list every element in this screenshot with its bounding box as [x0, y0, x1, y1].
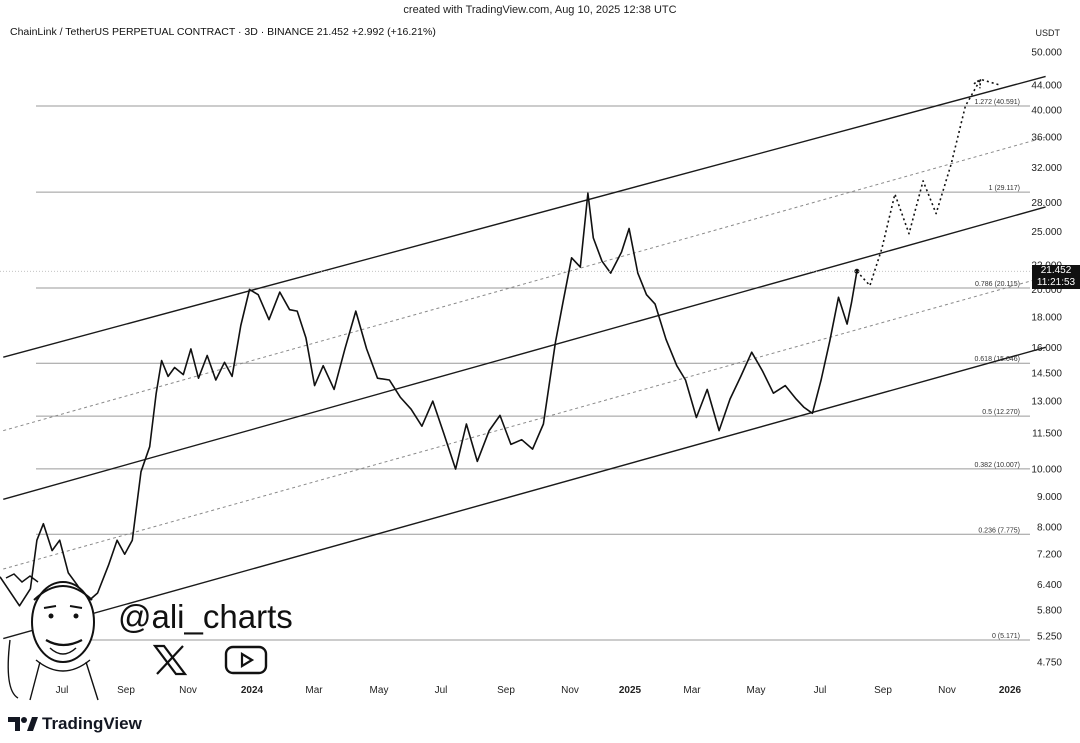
social-icons: [152, 644, 268, 676]
youtube-logo-icon: [224, 645, 268, 675]
y-axis-unit: USDT: [1036, 28, 1061, 38]
fib-levels: 1.272 (40.591) 1 (29.117) 0.786 (20.115) 0.…: [36, 99, 1030, 641]
caricature-avatar: [5, 573, 99, 701]
y-tick-label-3: 36.000: [1031, 133, 1062, 144]
fib-level-label-6: 0.236 (7.775): [978, 527, 1020, 534]
y-tick-label-21: 4.750: [1037, 658, 1062, 669]
y-tick-label-13: 11.500: [1032, 428, 1062, 439]
fib-level-label-7: 0 (5.171): [992, 633, 1020, 640]
author-handle: @ali_charts: [118, 598, 293, 635]
y-axis: USDT 50.000 44.000 40.000 36.000 32.000 28.000…: [1031, 28, 1062, 669]
fib-level-label-0: 1.272 (40.591): [974, 99, 1020, 106]
y-tick-label-8: 20.000: [1031, 285, 1062, 296]
fib-level-label-1: 1 (29.117): [989, 185, 1020, 192]
channel-lines: [3, 75, 1046, 640]
y-tick-label-2: 40.000: [1031, 105, 1062, 116]
y-tick-label-18: 6.400: [1037, 580, 1062, 591]
tradingview-logo-icon: [8, 717, 38, 731]
y-tick-label-0: 50.000: [1031, 48, 1062, 59]
x-tick-label-13: Sep: [874, 685, 892, 696]
y-tick-label-12: 13.000: [1031, 397, 1062, 408]
fib-level-label-4: 0.5 (12.270): [982, 409, 1020, 416]
x-tick-label-8: Nov: [561, 685, 579, 696]
x-tick-label-10: Mar: [683, 685, 701, 696]
channel-line-2: [3, 206, 1046, 500]
fib-level-label-3: 0.618 (15.046): [974, 356, 1020, 363]
x-tick-label-15: 2026: [999, 685, 1022, 696]
channel-line-0: [3, 75, 1046, 358]
fib-level-label-2: 0.786 (20.115): [975, 281, 1020, 288]
x-tick-label-2: Nov: [179, 685, 197, 696]
channel-line-3: [3, 276, 1046, 570]
y-tick-label-16: 8.000: [1037, 522, 1062, 533]
y-tick-label-19: 5.800: [1037, 606, 1062, 617]
y-tick-label-10: 16.000: [1031, 343, 1062, 354]
x-tick-label-3: 2024: [241, 685, 264, 696]
x-tick-label-0: Jul: [56, 685, 69, 696]
symbol-header: ChainLink / TetherUS PERPETUAL CONTRACT …: [10, 26, 436, 38]
fib-level-label-5: 0.382 (10.007): [974, 462, 1020, 469]
y-tick-label-20: 5.250: [1037, 632, 1062, 643]
price-series: [0, 77, 1030, 607]
x-tick-label-11: May: [747, 685, 766, 696]
bar-countdown-badge: 11:21:53: [1032, 277, 1080, 289]
created-caption: created with TradingView.com, Aug 10, 20…: [403, 4, 677, 16]
y-tick-label-1: 44.000: [1031, 81, 1062, 92]
channel-line-4: [3, 346, 1046, 640]
price-line: [0, 192, 858, 607]
x-tick-label-6: Jul: [435, 685, 448, 696]
x-axis: Jul Sep Nov 2024 Mar May Jul Sep Nov 2025 Mar May Ju…: [56, 685, 1022, 696]
x-tick-label-1: Sep: [117, 685, 135, 696]
y-tick-label-17: 7.200: [1037, 550, 1062, 561]
x-tick-label-14: Nov: [938, 685, 956, 696]
y-tick-label-9: 18.000: [1031, 312, 1062, 323]
x-tick-label-4: Mar: [305, 685, 323, 696]
y-tick-label-14: 10.000: [1031, 465, 1062, 476]
y-tick-label-6: 25.000: [1031, 227, 1062, 238]
projection-arrowhead: [972, 77, 982, 89]
tradingview-wordmark: TradingView: [42, 714, 142, 733]
x-tick-label-12: Jul: [814, 685, 827, 696]
y-tick-label-15: 9.000: [1037, 492, 1062, 503]
x-tick-label-7: Sep: [497, 685, 515, 696]
last-price-badge: 21.452: [1032, 265, 1080, 277]
x-tick-label-5: May: [370, 685, 389, 696]
x-tick-label-9: 2025: [619, 685, 642, 696]
projection-path: [856, 78, 1001, 287]
tradingview-branding: TradingView: [8, 714, 142, 734]
y-tick-label-4: 32.000: [1031, 163, 1062, 174]
y-tick-label-11: 14.500: [1031, 368, 1062, 379]
x-logo-icon: [152, 644, 188, 676]
channel-line-1: [3, 136, 1046, 432]
y-tick-label-5: 28.000: [1031, 198, 1062, 209]
